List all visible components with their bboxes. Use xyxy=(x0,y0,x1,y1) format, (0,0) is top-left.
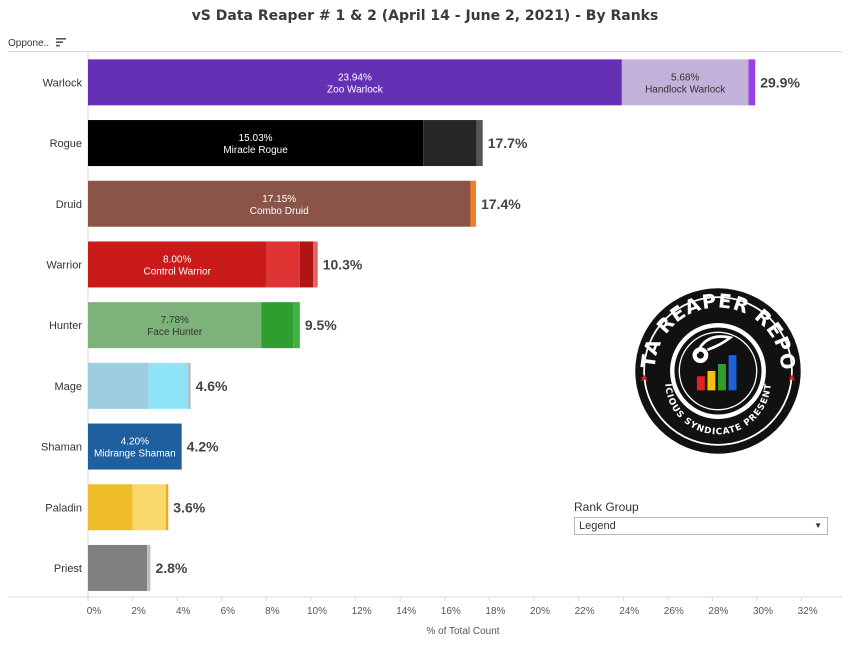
bar-segment xyxy=(88,362,149,409)
bar-segment xyxy=(166,484,169,531)
bar-total-label: 2.8% xyxy=(155,560,187,576)
category-label: Hunter xyxy=(49,320,82,332)
bar-segment-name-label: Midrange Shaman xyxy=(94,449,176,460)
x-tick-label: 2% xyxy=(131,606,146,617)
bar-segment xyxy=(423,120,477,167)
bar-segment-percent-label: 8.00% xyxy=(163,254,191,265)
x-tick-label: 32% xyxy=(798,606,818,617)
bar-total-label: 17.4% xyxy=(481,196,521,212)
bar-total-label: 3.6% xyxy=(173,499,205,515)
bar-segment xyxy=(148,362,189,409)
rank-group-selected: Legend xyxy=(579,520,616,532)
bar-segment-percent-label: 4.20% xyxy=(121,437,149,448)
rank-group-dropdown[interactable]: Legend ▼ xyxy=(574,517,828,535)
category-label: Druid xyxy=(56,199,82,211)
bar-segment xyxy=(188,362,191,409)
category-label: Rogue xyxy=(50,138,82,150)
bar-total-label: 9.5% xyxy=(305,317,337,333)
header-divider xyxy=(8,51,842,52)
bar-segment xyxy=(88,120,424,167)
bar-segment xyxy=(88,180,471,227)
bar-segment xyxy=(748,59,756,106)
bar-segment xyxy=(88,544,148,591)
rank-group-title: Rank Group xyxy=(574,500,639,514)
bar-segment xyxy=(293,302,300,349)
category-label: Warlock xyxy=(43,77,83,89)
bar-segment xyxy=(621,59,749,106)
chart-title: vS Data Reaper # 1 & 2 (April 14 - June … xyxy=(191,8,659,24)
bar-segment-percent-label: 5.68% xyxy=(671,72,699,83)
category-label: Mage xyxy=(54,381,82,393)
category-label: Priest xyxy=(54,563,82,575)
bar-total-label: 10.3% xyxy=(323,256,363,272)
bar-segment-name-label: Miracle Rogue xyxy=(223,145,288,156)
x-tick-label: 22% xyxy=(575,606,595,617)
x-tick-label: 26% xyxy=(664,606,684,617)
bar-segment xyxy=(88,302,262,349)
opponent-filter-label[interactable]: Oppone.. xyxy=(8,38,50,49)
bar-segment xyxy=(261,302,294,349)
bar-segment xyxy=(266,241,300,288)
category-label: Shaman xyxy=(41,442,82,454)
x-tick-label: 6% xyxy=(221,606,236,617)
bar-total-label: 4.2% xyxy=(187,439,219,455)
bar-segment-percent-label: 15.03% xyxy=(239,133,273,144)
bar-segment-percent-label: 17.15% xyxy=(262,194,296,205)
chevron-down-icon[interactable]: ▼ xyxy=(814,521,822,530)
bar-segment xyxy=(313,241,318,288)
bar-segment xyxy=(476,120,483,167)
x-tick-label: 14% xyxy=(396,606,416,617)
bar-total-label: 4.6% xyxy=(196,378,228,394)
x-tick-label: 12% xyxy=(352,606,372,617)
bar-segment xyxy=(88,484,133,531)
bar-total-label: 17.7% xyxy=(488,135,528,151)
category-label: Paladin xyxy=(45,502,82,514)
bar-segment xyxy=(470,180,477,227)
bar-segment xyxy=(88,423,182,470)
bar-segment-name-label: Combo Druid xyxy=(250,206,309,217)
bar-segment xyxy=(299,241,314,288)
bar-segment-name-label: Control Warrior xyxy=(143,266,211,277)
bar-segment-name-label: Handlock Warlock xyxy=(645,84,726,95)
x-tick-label: 16% xyxy=(441,606,461,617)
x-tick-label: 20% xyxy=(530,606,550,617)
x-tick-label: 8% xyxy=(265,606,280,617)
bar-segment xyxy=(88,241,267,288)
bar-total-label: 29.9% xyxy=(760,74,800,90)
category-label: Warrior xyxy=(46,259,82,271)
bar-segment-percent-label: 7.78% xyxy=(161,315,189,326)
x-tick-label: 4% xyxy=(176,606,191,617)
x-tick-label: 18% xyxy=(485,606,505,617)
x-tick-label: 0% xyxy=(87,606,102,617)
bar-segment-percent-label: 23.94% xyxy=(338,72,372,83)
bar-segment-name-label: Face Hunter xyxy=(147,327,203,338)
x-tick-label: 24% xyxy=(619,606,639,617)
bar-segment xyxy=(147,544,151,591)
sort-icon[interactable] xyxy=(55,36,67,48)
bar-segment xyxy=(88,59,622,106)
data-reaper-report-logo: DATA REAPER REPORT VICIOUS SYNDICATE PRE… xyxy=(630,283,801,454)
x-tick-label: 30% xyxy=(753,606,773,617)
bar-segment xyxy=(132,484,167,531)
bar-segment-name-label: Zoo Warlock xyxy=(327,84,384,95)
x-tick-label: 10% xyxy=(307,606,327,617)
x-tick-label: 28% xyxy=(708,606,728,617)
x-axis-label: % of Total Count xyxy=(426,626,499,637)
